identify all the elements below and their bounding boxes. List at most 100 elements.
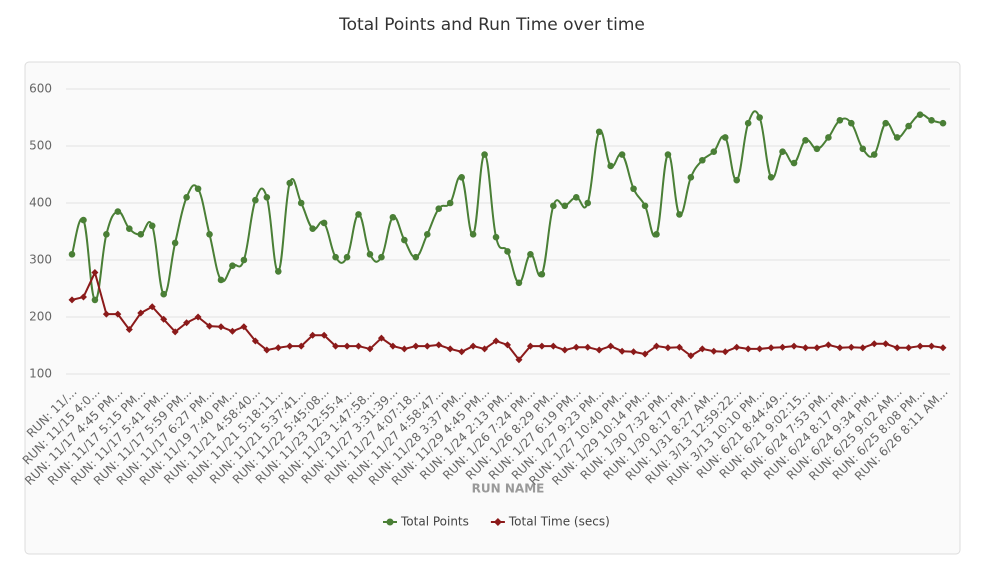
point (274, 268, 282, 275)
point (160, 315, 168, 323)
point (68, 251, 76, 258)
point (504, 248, 511, 255)
legend-marker (493, 518, 502, 526)
point (653, 231, 660, 238)
point (194, 313, 202, 321)
point (928, 342, 936, 350)
point (905, 344, 913, 352)
point (183, 194, 190, 201)
point (435, 341, 443, 349)
point (68, 296, 76, 304)
point (423, 342, 431, 350)
point (412, 342, 420, 350)
point (664, 151, 672, 158)
point (526, 342, 534, 350)
point (446, 345, 454, 353)
point (664, 344, 672, 352)
point (102, 310, 110, 318)
point (939, 344, 947, 352)
point (355, 342, 363, 350)
point (870, 151, 878, 158)
point (458, 174, 465, 181)
point (607, 342, 615, 350)
point (916, 111, 924, 118)
legend-label: Total Time (secs) (508, 515, 610, 529)
legend-marker (386, 518, 394, 526)
point (630, 185, 637, 193)
point (137, 309, 145, 317)
point (137, 231, 145, 238)
point (893, 344, 901, 352)
point (332, 342, 340, 350)
point (435, 205, 443, 212)
point (549, 342, 557, 350)
point (400, 345, 408, 353)
point (126, 225, 133, 232)
point (802, 137, 809, 144)
point (206, 322, 214, 330)
point (733, 343, 741, 351)
point (687, 174, 695, 181)
point (320, 331, 328, 339)
point (80, 216, 87, 224)
point (252, 196, 259, 204)
point (171, 239, 179, 247)
point (492, 233, 500, 241)
point (595, 128, 603, 136)
point (389, 213, 397, 221)
point (481, 345, 489, 353)
point (389, 342, 397, 350)
point (309, 331, 317, 339)
y-tick-label: 500 (29, 139, 52, 153)
chart-title: Total Points and Run Time over time (338, 15, 645, 35)
point (79, 293, 87, 301)
point (744, 119, 752, 127)
point (297, 342, 305, 350)
point (710, 347, 718, 355)
point (618, 347, 626, 355)
point (630, 348, 638, 356)
point (836, 344, 844, 352)
point (572, 194, 580, 201)
point (721, 134, 729, 141)
point (355, 211, 362, 218)
point (550, 202, 557, 210)
x-axis-title: RUN NAME (472, 482, 545, 496)
point (160, 290, 167, 298)
point (251, 337, 259, 345)
point (91, 269, 99, 277)
point (767, 174, 775, 181)
point (423, 231, 431, 238)
point (572, 343, 580, 351)
point (813, 145, 821, 153)
point (882, 119, 889, 127)
y-tick-label: 600 (29, 82, 52, 96)
point (320, 219, 328, 227)
point (756, 345, 764, 353)
point (538, 270, 546, 278)
point (825, 134, 832, 141)
point (652, 342, 660, 350)
point (859, 344, 867, 352)
point (366, 345, 374, 353)
point (595, 346, 603, 354)
point (114, 208, 122, 215)
point (893, 134, 901, 141)
point (229, 262, 236, 270)
point (171, 328, 179, 336)
point (343, 342, 351, 350)
point (343, 253, 351, 261)
point (148, 303, 156, 311)
point (721, 348, 729, 356)
point (332, 253, 339, 261)
point (91, 296, 99, 304)
point (859, 145, 867, 153)
point (939, 119, 947, 127)
point (561, 202, 569, 210)
point (744, 345, 752, 353)
point (561, 346, 569, 354)
point (767, 344, 775, 352)
point (756, 114, 763, 121)
